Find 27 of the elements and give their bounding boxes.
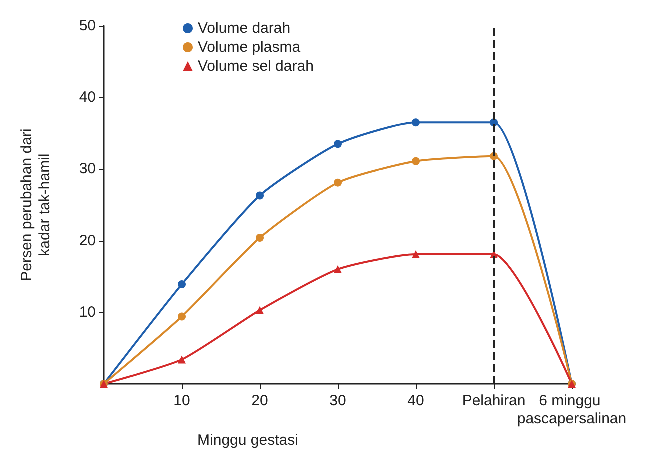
y-axis-title: Persen perubahan dari kadar tak-hamil <box>18 128 54 282</box>
legend-label: Volume sel darah <box>198 58 314 75</box>
point <box>256 192 264 200</box>
point <box>178 356 186 364</box>
y-tick-label: 20 <box>79 232 96 250</box>
y-tick-label: 10 <box>79 304 96 321</box>
y-tick-label: 40 <box>79 89 96 106</box>
point <box>178 280 186 289</box>
point <box>256 306 264 314</box>
point <box>412 157 420 166</box>
x-tick-label: Pelahiran <box>462 392 526 410</box>
point <box>256 234 264 242</box>
x-axis-title: Minggu gestasi <box>198 432 298 449</box>
point <box>334 140 342 148</box>
point <box>412 250 420 258</box>
x-tick-label: 20 <box>252 392 268 410</box>
legend-label: Volume plasma <box>198 39 302 56</box>
x-tick-label: 10 <box>174 392 190 410</box>
x-tick-label: 30 <box>330 392 346 410</box>
point <box>178 312 186 321</box>
point <box>334 178 342 187</box>
legend-label: Volume darah <box>198 20 291 37</box>
y-tick-label: 30 <box>79 160 96 178</box>
point <box>412 118 420 127</box>
x-tick-label: 40 <box>408 392 424 410</box>
y-tick-label: 50 <box>79 18 96 34</box>
point <box>334 266 342 274</box>
